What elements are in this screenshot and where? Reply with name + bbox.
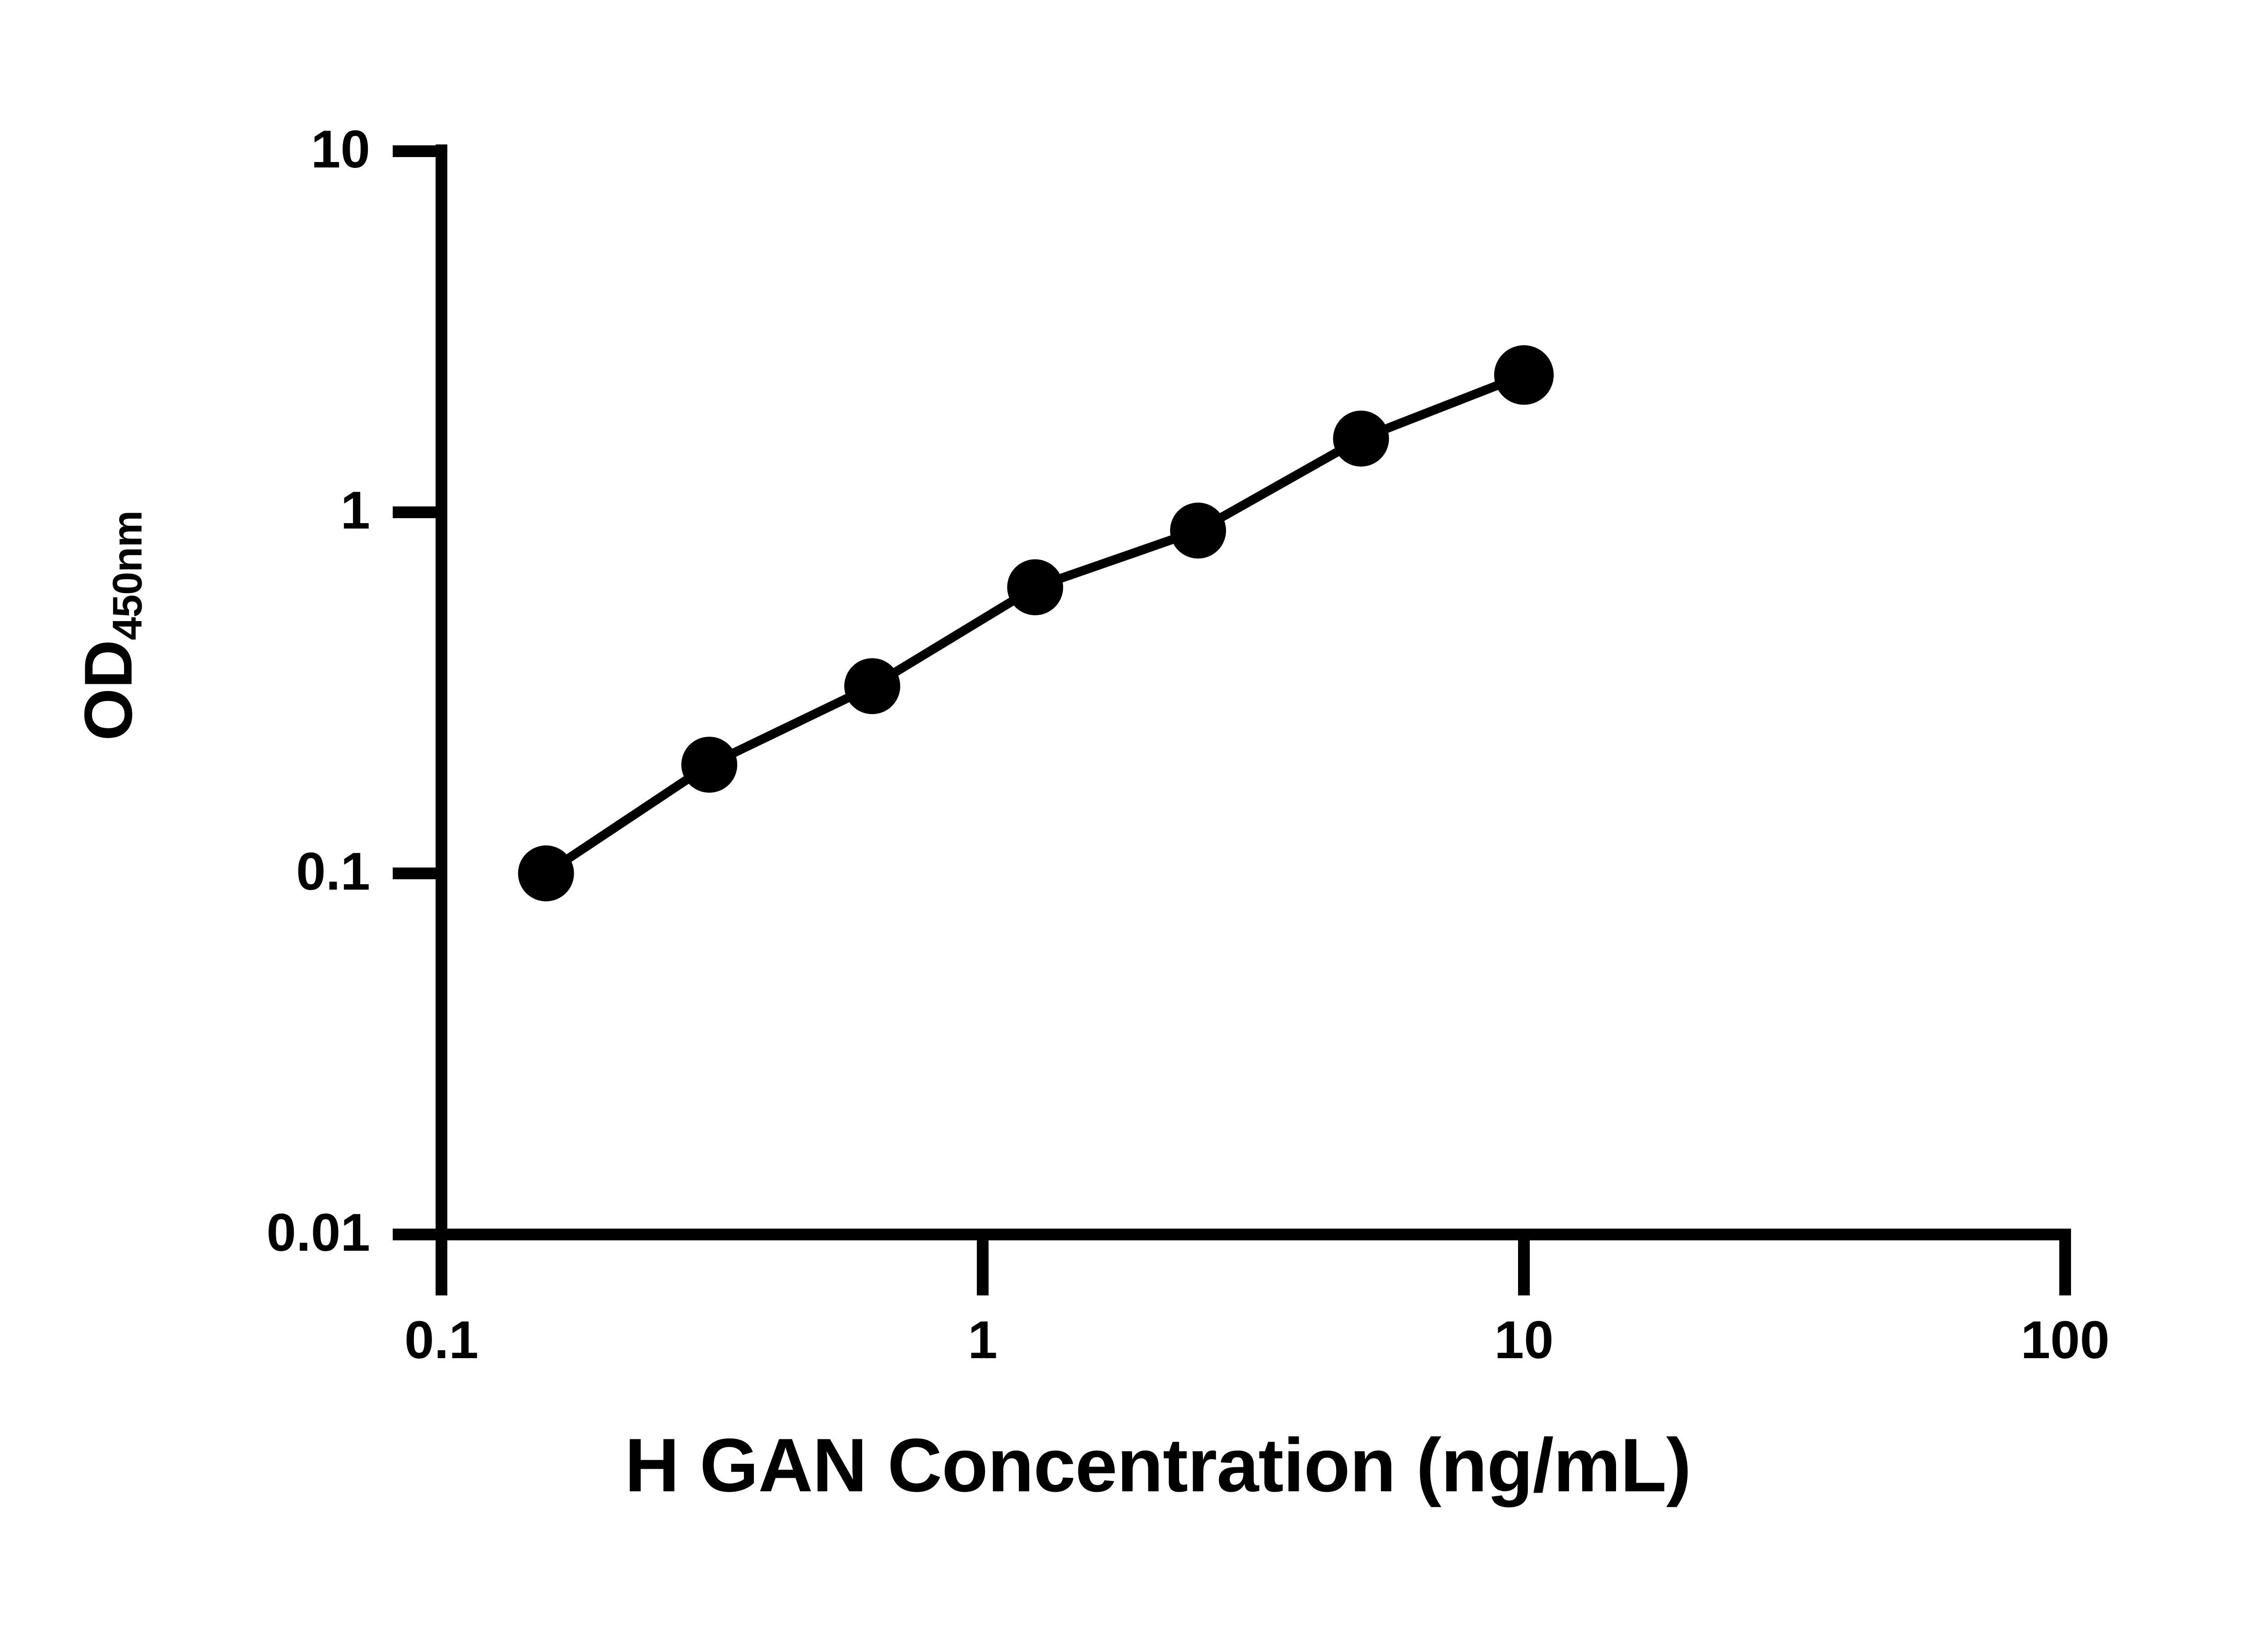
y-axis-title-subscript: 450nm [104, 510, 151, 640]
y-tick-marks [393, 145, 441, 1240]
data-point [1494, 345, 1554, 405]
data-point [844, 658, 901, 715]
x-tick-label-100: 100 [2020, 1310, 2110, 1370]
data-point [1007, 559, 1063, 616]
x-tick-label-10: 10 [1494, 1310, 1554, 1370]
data-point [1170, 502, 1226, 559]
x-tick-label-0.1: 0.1 [404, 1310, 479, 1370]
y-tick-label-0.1: 0.1 [296, 842, 370, 901]
x-tick-label-1: 1 [968, 1310, 998, 1370]
y-tick-label-1: 1 [340, 481, 370, 540]
data-point [1333, 410, 1389, 467]
x-tick-marks [436, 1234, 2071, 1295]
x-axis-title: H GAN Concentration (ng/mL) [624, 1423, 1691, 1508]
data-point [681, 737, 738, 793]
y-axis-title-base: OD [70, 640, 146, 741]
y-tick-label-10: 10 [311, 120, 370, 179]
data-point [518, 845, 574, 901]
y-tick-label-0.01: 0.01 [266, 1203, 370, 1262]
data-series-markers [518, 345, 1554, 901]
y-axis-title: OD450nm [70, 265, 151, 987]
